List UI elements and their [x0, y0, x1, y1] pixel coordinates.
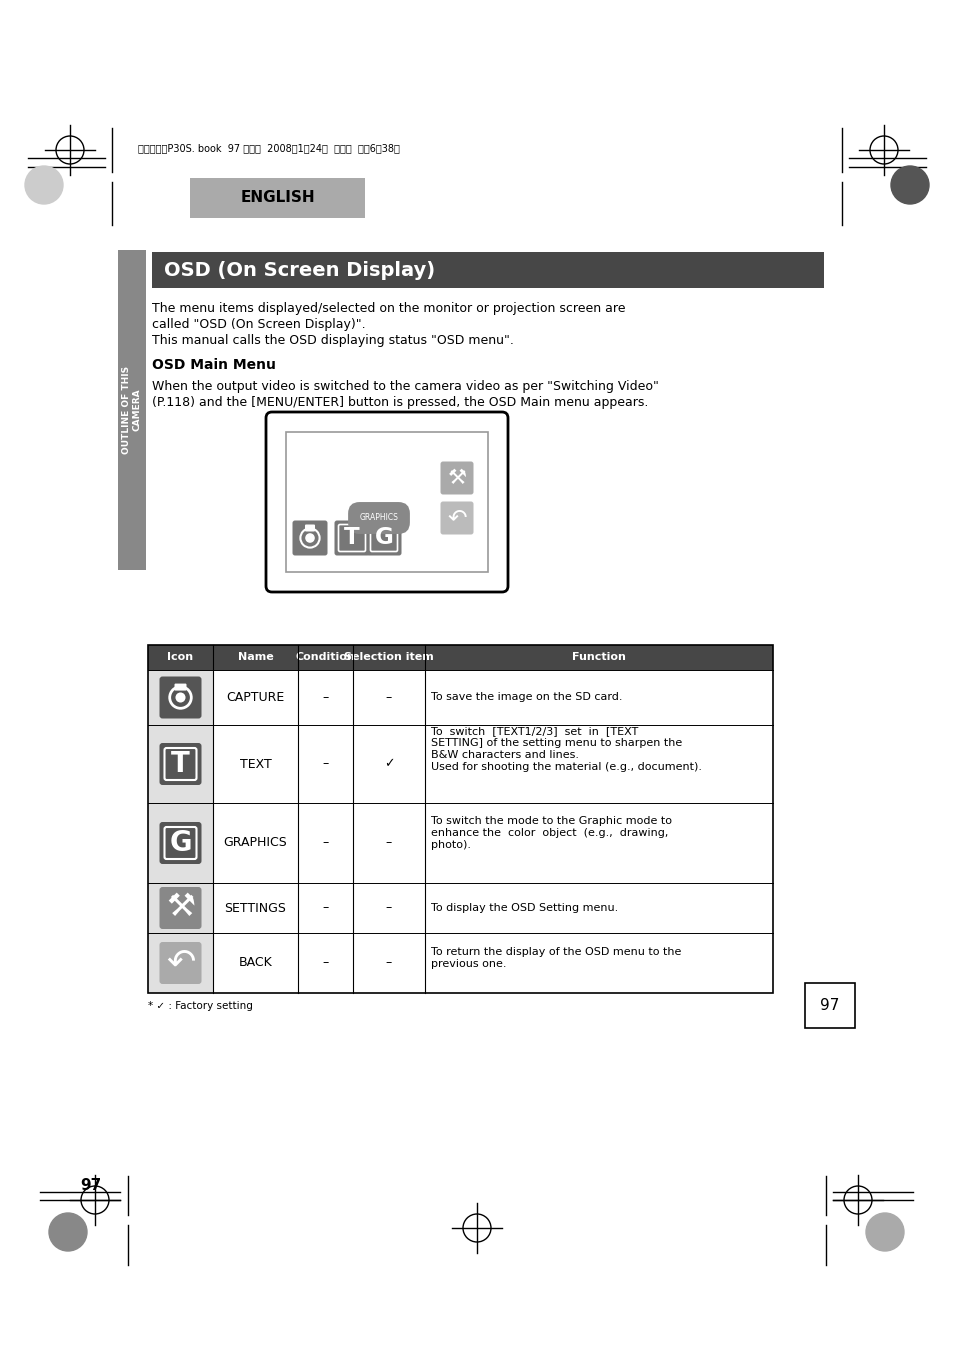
Text: G: G — [169, 830, 192, 857]
Text: –: – — [385, 957, 392, 970]
Text: CAPTURE: CAPTURE — [226, 690, 284, 704]
Text: GRAPHICS: GRAPHICS — [359, 513, 398, 523]
Text: –: – — [322, 758, 328, 770]
Text: –: – — [385, 836, 392, 850]
Text: Name: Name — [237, 653, 274, 662]
Text: –: – — [385, 901, 392, 915]
Bar — [148, 670, 772, 725]
FancyBboxPatch shape — [159, 888, 201, 929]
Text: ⚒: ⚒ — [447, 467, 466, 488]
Bar — [286, 432, 488, 571]
Text: enhance the  color  object  (e.g.,  drawing,: enhance the color object (e.g., drawing, — [431, 828, 668, 838]
Bar — [148, 725, 213, 802]
Text: T: T — [171, 750, 190, 778]
Bar — [152, 253, 823, 288]
Text: (P.118) and the [MENU/ENTER] button is pressed, the OSD Main menu appears.: (P.118) and the [MENU/ENTER] button is p… — [152, 396, 648, 409]
FancyBboxPatch shape — [366, 520, 401, 555]
Text: SETTING] of the setting menu to sharpen the: SETTING] of the setting menu to sharpen … — [431, 738, 681, 748]
FancyBboxPatch shape — [174, 684, 186, 690]
Text: –: – — [385, 690, 392, 704]
Bar — [148, 934, 772, 993]
Text: Selection item: Selection item — [344, 653, 434, 662]
Text: To  switch  [TEXT1/2/3]  set  in  [TEXT: To switch [TEXT1/2/3] set in [TEXT — [431, 725, 638, 736]
FancyBboxPatch shape — [335, 520, 369, 555]
Text: –: – — [322, 690, 328, 704]
Text: 97: 97 — [820, 998, 839, 1013]
Text: TEXT: TEXT — [239, 758, 271, 770]
Bar — [148, 644, 772, 993]
Text: OSD (On Screen Display): OSD (On Screen Display) — [164, 261, 435, 280]
Text: Condition: Condition — [295, 653, 355, 662]
Text: B&W characters and lines.: B&W characters and lines. — [431, 750, 578, 761]
Text: To display the OSD Setting menu.: To display the OSD Setting menu. — [431, 902, 618, 913]
FancyBboxPatch shape — [159, 677, 201, 719]
Bar — [148, 802, 213, 884]
Text: GRAPHICS: GRAPHICS — [223, 836, 287, 850]
FancyBboxPatch shape — [159, 942, 201, 984]
Text: To switch the mode to the Graphic mode to: To switch the mode to the Graphic mode t… — [431, 816, 671, 825]
Text: ↶: ↶ — [166, 946, 195, 979]
Text: To save the image on the SD card.: To save the image on the SD card. — [431, 693, 622, 703]
Bar — [148, 884, 772, 934]
Bar — [148, 934, 213, 993]
Text: 97: 97 — [80, 1178, 101, 1193]
Bar — [148, 725, 772, 802]
Text: To return the display of the OSD menu to the: To return the display of the OSD menu to… — [431, 947, 680, 957]
Text: Icon: Icon — [168, 653, 193, 662]
Text: Used for shooting the material (e.g., document).: Used for shooting the material (e.g., do… — [431, 762, 701, 771]
Text: photo).: photo). — [431, 840, 471, 850]
Bar — [190, 178, 365, 218]
Bar — [148, 802, 772, 884]
Circle shape — [25, 166, 63, 204]
Circle shape — [49, 1213, 87, 1251]
Text: T: T — [344, 527, 359, 550]
Text: ENGLISH: ENGLISH — [240, 190, 314, 205]
FancyBboxPatch shape — [159, 743, 201, 785]
Text: SETTINGS: SETTINGS — [224, 901, 286, 915]
Text: The menu items displayed/selected on the monitor or projection screen are: The menu items displayed/selected on the… — [152, 303, 625, 315]
Text: * ✓ : Factory setting: * ✓ : Factory setting — [148, 1001, 253, 1011]
Text: When the output video is switched to the camera video as per "Switching Video": When the output video is switched to the… — [152, 380, 659, 393]
Circle shape — [305, 534, 314, 543]
Text: –: – — [322, 957, 328, 970]
FancyBboxPatch shape — [440, 462, 473, 494]
Text: –: – — [322, 836, 328, 850]
FancyBboxPatch shape — [293, 520, 327, 555]
FancyBboxPatch shape — [266, 412, 507, 592]
Text: OUTLINE OF THIS
CAMERA: OUTLINE OF THIS CAMERA — [122, 366, 142, 454]
Bar — [148, 644, 772, 670]
Text: Function: Function — [572, 653, 625, 662]
Text: –: – — [322, 901, 328, 915]
Text: OSD Main Menu: OSD Main Menu — [152, 358, 275, 372]
Text: previous one.: previous one. — [431, 959, 506, 969]
FancyBboxPatch shape — [305, 524, 314, 531]
Text: BACK: BACK — [238, 957, 273, 970]
Text: 書画カメラP30S. book  97 ページ  2008年1月24日  木曜日  午後6時38分: 書画カメラP30S. book 97 ページ 2008年1月24日 木曜日 午後… — [138, 143, 399, 153]
FancyBboxPatch shape — [440, 501, 473, 535]
Circle shape — [175, 693, 185, 703]
FancyBboxPatch shape — [159, 821, 201, 865]
Bar — [148, 884, 213, 934]
Bar — [118, 250, 146, 570]
Text: ✓: ✓ — [383, 758, 394, 770]
Circle shape — [865, 1213, 903, 1251]
Circle shape — [890, 166, 928, 204]
Text: ↶: ↶ — [447, 507, 466, 530]
Text: called "OSD (On Screen Display)".: called "OSD (On Screen Display)". — [152, 317, 365, 331]
Text: This manual calls the OSD displaying status "OSD menu".: This manual calls the OSD displaying sta… — [152, 334, 514, 347]
Bar — [148, 670, 213, 725]
Text: G: G — [375, 527, 393, 550]
Text: ⚒: ⚒ — [166, 893, 194, 924]
